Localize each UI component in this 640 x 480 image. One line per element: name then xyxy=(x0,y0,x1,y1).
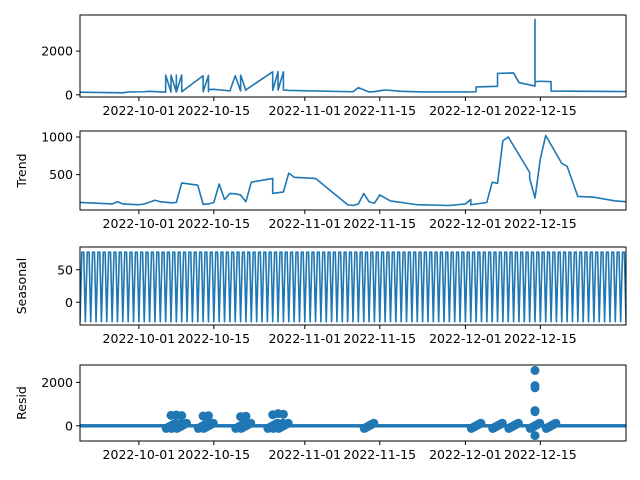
observed-axes-frame xyxy=(79,14,627,98)
resid-point xyxy=(203,411,213,421)
resid-axes-frame xyxy=(79,364,627,442)
resid-point xyxy=(530,383,540,393)
seasonal-series-line xyxy=(80,251,626,323)
resid-point xyxy=(497,418,507,428)
trend-xtick-label: 2022-11-01 xyxy=(268,216,341,231)
trend-xtick-label: 2022-10-01 xyxy=(103,216,176,231)
observed-xtick-label: 2022-12-01 xyxy=(429,103,502,118)
resid-xtick-label: 2022-12-01 xyxy=(429,447,502,462)
trend-ytick-label: 500 xyxy=(49,167,73,182)
resid-point xyxy=(530,407,540,417)
resid-point xyxy=(283,418,293,428)
observed-xtick-label: 2022-10-15 xyxy=(177,103,250,118)
resid-ytick-label: 0 xyxy=(65,418,73,433)
trend-ylabel: Trend xyxy=(14,153,29,188)
seasonal-ytick-label: 50 xyxy=(57,262,73,277)
resid-xtick-label: 2022-10-01 xyxy=(103,447,176,462)
seasonal-xtick-label: 2022-12-15 xyxy=(504,331,577,346)
seasonal-xtick-label: 2022-10-01 xyxy=(103,331,176,346)
resid-point xyxy=(278,409,288,419)
seasonal-xtick-label: 2022-12-01 xyxy=(429,331,502,346)
trend-xtick-label: 2022-12-15 xyxy=(504,216,577,231)
trend-xtick-label: 2022-12-01 xyxy=(429,216,502,231)
trend-ytick-label: 1000 xyxy=(41,130,73,145)
resid-point xyxy=(535,418,545,428)
resid-point xyxy=(177,411,187,421)
resid-xtick-label: 2022-10-15 xyxy=(177,447,250,462)
resid-point xyxy=(246,418,256,428)
resid-xtick-label: 2022-12-15 xyxy=(504,447,577,462)
resid-point xyxy=(241,411,251,421)
observed-xtick-label: 2022-11-15 xyxy=(343,103,416,118)
resid-point xyxy=(551,418,561,428)
resid-point xyxy=(513,418,523,428)
seasonal-axes-frame xyxy=(79,246,627,326)
resid-ytick-label: 2000 xyxy=(41,375,73,390)
panel-seasonal: 0 50 2022-10-01 2022-10-15 2022-11-01 2022-11… xyxy=(14,246,627,346)
resid-point xyxy=(476,418,486,428)
resid-point xyxy=(530,365,540,375)
resid-point xyxy=(208,418,218,428)
seasonal-xtick-label: 2022-11-15 xyxy=(343,331,416,346)
observed-xtick-label: 2022-10-01 xyxy=(103,103,176,118)
observed-ytick-label: 2000 xyxy=(41,44,73,59)
observed-plot-area xyxy=(80,18,626,94)
observed-ytick-label: 0 xyxy=(65,87,73,102)
seasonal-xtick-label: 2022-10-15 xyxy=(177,331,250,346)
resid-ylabel: Resid xyxy=(14,386,29,420)
resid-baseline-band xyxy=(80,424,626,428)
trend-series-line xyxy=(80,134,626,207)
trend-plot-area xyxy=(80,134,626,207)
resid-point xyxy=(530,431,540,441)
trend-xtick-label: 2022-11-15 xyxy=(343,216,416,231)
resid-point xyxy=(369,418,379,428)
trend-xtick-label: 2022-10-15 xyxy=(177,216,250,231)
resid-xtick-label: 2022-11-01 xyxy=(268,447,341,462)
resid-plot-area xyxy=(80,365,626,441)
seasonal-ytick-label: 0 xyxy=(65,295,73,310)
observed-xtick-label: 2022-12-15 xyxy=(504,103,577,118)
trend-axes-frame xyxy=(79,130,627,211)
seasonal-ylabel: Seasonal xyxy=(14,258,29,315)
seasonal-plot-area xyxy=(80,251,626,323)
observed-xtick-label: 2022-11-01 xyxy=(268,103,341,118)
observed-series-line xyxy=(80,18,626,94)
seasonal-xtick-label: 2022-11-01 xyxy=(268,331,341,346)
resid-point xyxy=(182,418,192,428)
resid-xtick-label: 2022-11-15 xyxy=(343,447,416,462)
